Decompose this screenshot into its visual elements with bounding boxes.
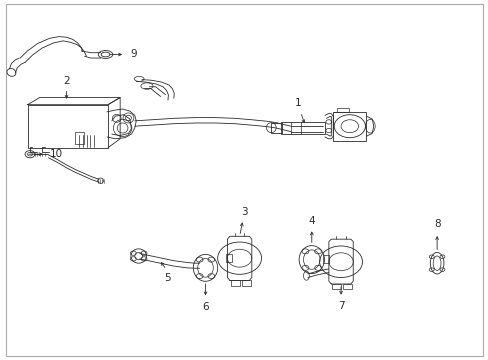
Bar: [230, 280, 239, 286]
Text: 7: 7: [337, 301, 344, 311]
Text: 1: 1: [294, 98, 301, 108]
Text: 8: 8: [433, 220, 440, 229]
Bar: [271, 123, 282, 133]
Bar: [27, 105, 108, 148]
Text: 3: 3: [241, 207, 247, 217]
Bar: [281, 122, 325, 134]
Text: 5: 5: [164, 273, 171, 283]
Bar: [225, 253, 231, 262]
Text: 9: 9: [130, 49, 136, 59]
Bar: [343, 284, 351, 289]
Bar: [75, 132, 83, 144]
Text: 10: 10: [49, 149, 62, 159]
Bar: [242, 280, 250, 286]
Bar: [322, 255, 328, 263]
Bar: [331, 284, 340, 289]
Text: 4: 4: [308, 216, 314, 226]
Text: 6: 6: [202, 302, 208, 312]
Text: 2: 2: [63, 76, 70, 86]
Bar: [332, 112, 366, 140]
Bar: [336, 108, 348, 112]
